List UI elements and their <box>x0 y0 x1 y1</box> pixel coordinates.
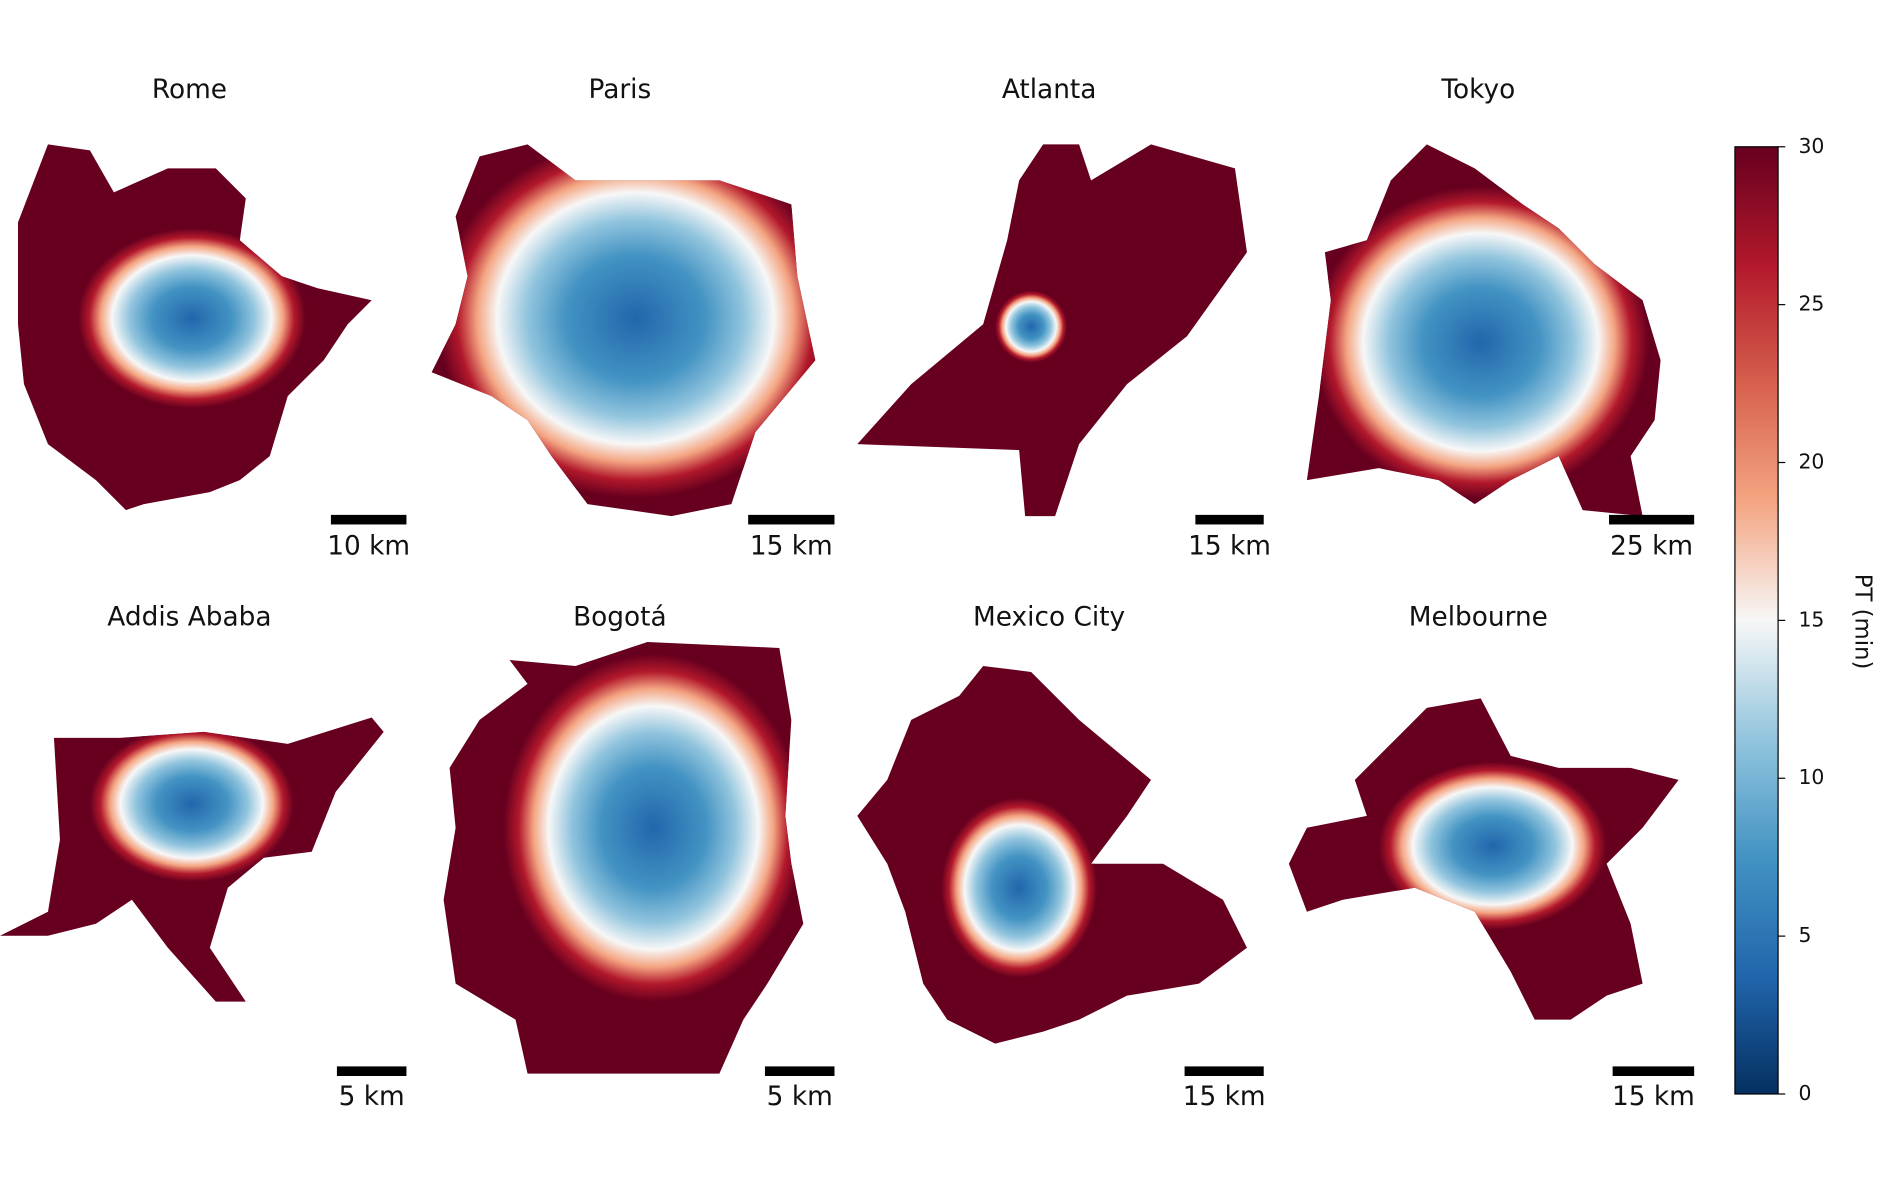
colorbar-tick-label: 30 <box>1798 134 1824 158</box>
panel-title: Atlanta <box>1002 75 1097 105</box>
accessibility-core <box>995 290 1068 363</box>
colorbar-tick-label: 15 <box>1798 607 1824 631</box>
accessibility-core <box>503 653 804 1002</box>
accessibility-core <box>77 228 306 409</box>
accessibility-core <box>89 725 294 882</box>
scale-label: 5 km <box>339 1082 405 1112</box>
scale-label: 5 km <box>767 1082 833 1112</box>
colorbar-tick-label: 0 <box>1798 1081 1811 1105</box>
colorbar-tick-label: 10 <box>1798 765 1824 789</box>
scale-bar <box>1184 1066 1264 1076</box>
panel-title: Tokyo <box>1440 75 1515 105</box>
scale-bar <box>1609 514 1695 525</box>
scale-bar <box>764 1066 835 1076</box>
panel-title: Melbourne <box>1409 602 1548 632</box>
scale-label: 25 km <box>1610 532 1693 562</box>
panel-title: Bogotá <box>573 602 667 632</box>
panel-title: Paris <box>588 75 651 105</box>
accessibility-core <box>941 797 1098 978</box>
scale-bar <box>1612 1066 1695 1076</box>
colorbar-tick-label: 20 <box>1798 450 1824 474</box>
scale-label: 15 km <box>1188 532 1271 562</box>
panel-title: Mexico City <box>973 602 1125 632</box>
scale-label: 10 km <box>327 532 410 562</box>
panel-title: Addis Ababa <box>107 602 271 632</box>
scale-bar <box>330 514 407 525</box>
scale-bar <box>336 1066 407 1076</box>
colorbar-tick-label: 25 <box>1798 292 1824 316</box>
accessibility-core <box>437 144 816 499</box>
scale-label: 15 km <box>1183 1082 1266 1112</box>
panel-title: Rome <box>152 75 227 105</box>
colorbar-tick-label: 5 <box>1798 923 1811 947</box>
scale-label: 15 km <box>1612 1082 1695 1112</box>
colorbar <box>1734 146 1779 1095</box>
accessibility-core <box>1312 186 1649 499</box>
accessibility-core <box>1378 761 1607 930</box>
scale-bar <box>1195 514 1264 525</box>
colorbar-label: PT (min) <box>1850 574 1876 670</box>
scale-bar <box>748 514 835 525</box>
scale-label: 15 km <box>750 532 833 562</box>
